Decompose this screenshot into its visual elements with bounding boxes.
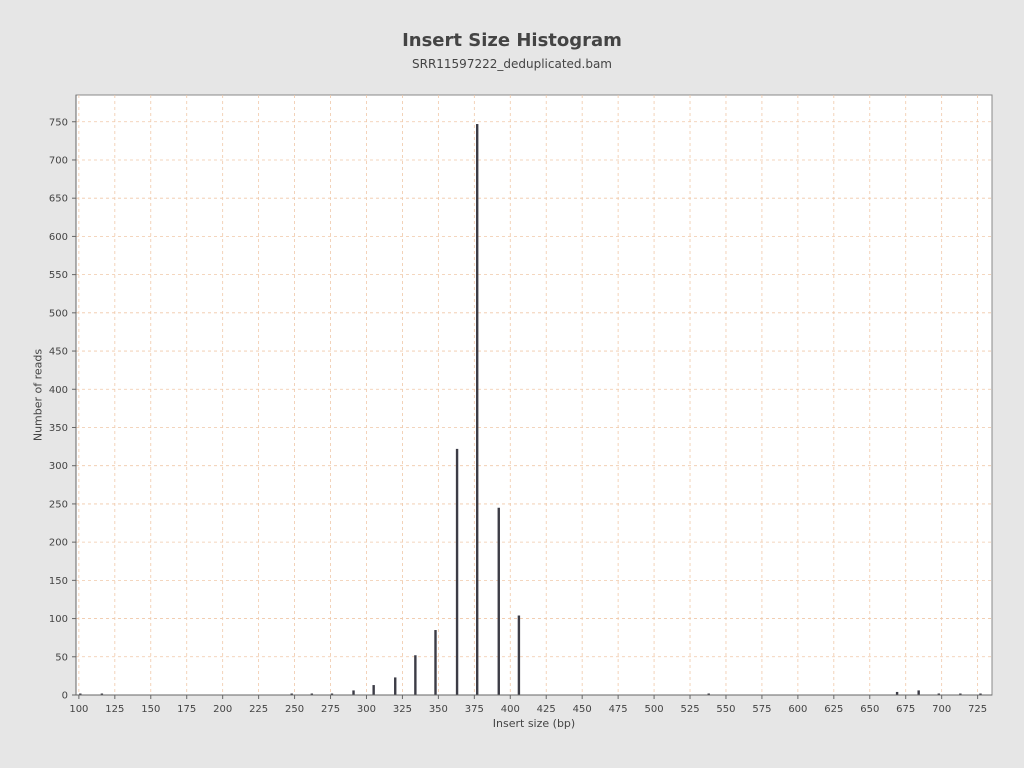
- y-tick-label: 500: [49, 308, 68, 319]
- y-tick-label: 750: [49, 117, 68, 128]
- histogram-bar: [79, 693, 82, 695]
- grid-lines: [76, 95, 992, 696]
- x-tick-label: 550: [716, 704, 735, 715]
- histogram-bar: [414, 655, 417, 695]
- x-tick-label: 300: [357, 704, 376, 715]
- histogram-bar: [455, 448, 459, 695]
- y-tick-label: 400: [49, 385, 68, 396]
- y-axis-label: Number of reads: [31, 348, 45, 442]
- x-tick-label: 625: [824, 704, 843, 715]
- x-tick-label: 200: [213, 704, 232, 715]
- histogram-bar: [959, 693, 962, 695]
- histogram-bar: [497, 507, 500, 695]
- histogram-bar: [979, 693, 982, 695]
- x-axis-label: Insert size (bp): [492, 717, 576, 730]
- y-tick-label: 150: [49, 576, 68, 587]
- histogram-bar: [290, 693, 293, 695]
- x-tick-label: 325: [393, 704, 412, 715]
- x-tick-label: 600: [788, 704, 807, 715]
- y-tick-label: 650: [49, 194, 68, 205]
- histogram-bars: [79, 124, 982, 696]
- histogram-bar: [475, 124, 479, 696]
- y-tick-label: 450: [49, 347, 68, 358]
- x-tick-label: 275: [321, 704, 340, 715]
- x-axis-ticks: 100 125 150 175 200 225 250 275 300 325 350 375 400 4…: [69, 695, 987, 715]
- x-tick-label: 675: [896, 704, 915, 715]
- histogram-bar: [707, 693, 710, 695]
- x-tick-label: 575: [752, 704, 771, 715]
- chart-subtitle: SRR11597222_deduplicated.bam: [411, 57, 612, 71]
- histogram-bar: [895, 691, 899, 695]
- y-tick-label: 250: [49, 499, 68, 510]
- x-tick-label: 700: [932, 704, 951, 715]
- x-tick-label: 150: [141, 704, 160, 715]
- y-tick-label: 50: [55, 652, 68, 663]
- y-tick-label: 100: [49, 614, 68, 625]
- x-tick-label: 350: [429, 704, 448, 715]
- x-tick-label: 475: [609, 704, 628, 715]
- y-tick-label: 300: [49, 461, 68, 472]
- histogram-bar: [917, 690, 920, 695]
- histogram-bar: [310, 693, 314, 695]
- histogram-bar: [394, 677, 397, 695]
- y-tick-label: 700: [49, 155, 68, 166]
- histogram-bar: [372, 685, 375, 695]
- x-tick-label: 650: [860, 704, 879, 715]
- plot-area: [75, 94, 993, 696]
- x-tick-label: 525: [680, 704, 699, 715]
- x-tick-label: 175: [177, 704, 196, 715]
- x-tick-label: 225: [249, 704, 268, 715]
- histogram-bar: [352, 690, 355, 695]
- histogram-bar: [100, 693, 104, 695]
- histogram-bar: [330, 693, 334, 695]
- y-tick-label: 200: [49, 538, 68, 549]
- y-tick-label: 350: [49, 423, 68, 434]
- x-tick-label: 100: [69, 704, 88, 715]
- histogram-bar: [434, 630, 437, 695]
- x-tick-label: 125: [105, 704, 124, 715]
- chart-title: Insert Size Histogram: [402, 30, 622, 51]
- x-tick-label: 500: [645, 704, 664, 715]
- y-tick-label: 600: [49, 232, 68, 243]
- x-tick-label: 725: [968, 704, 987, 715]
- x-tick-label: 425: [537, 704, 556, 715]
- y-axis-ticks: 0 50 100 150 200 250 300 350 400 450 500 550 600 650 7…: [49, 117, 76, 702]
- x-tick-label: 400: [501, 704, 520, 715]
- histogram-bar: [517, 615, 521, 695]
- y-tick-label: 550: [49, 270, 68, 281]
- x-tick-label: 250: [285, 704, 304, 715]
- x-tick-label: 375: [465, 704, 484, 715]
- x-tick-label: 450: [573, 704, 592, 715]
- histogram-bar: [937, 693, 940, 695]
- y-tick-label: 0: [62, 691, 68, 702]
